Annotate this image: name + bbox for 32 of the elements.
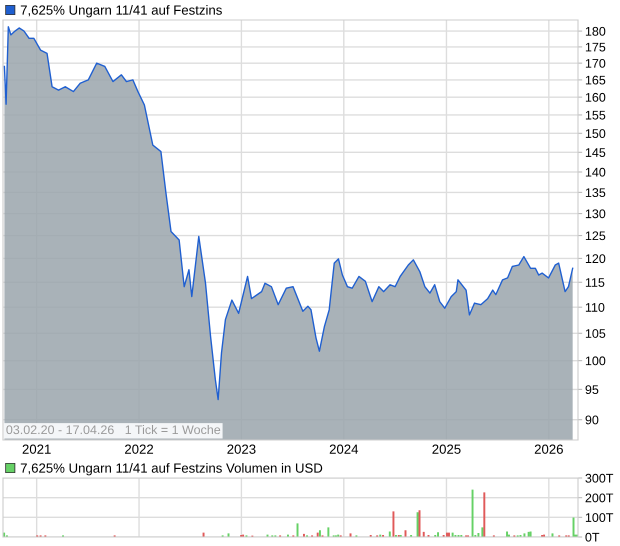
x-tick-label: 2025 (432, 444, 461, 454)
y-tick-label: 145 (586, 148, 606, 157)
annotation: 03.02.20 - 17.04.26 1 Tick = 1 Woche (6, 424, 220, 434)
y-tick-label: 125 (586, 231, 606, 240)
y-tick-label: 130 (586, 209, 606, 218)
legend-label: 7,625% Ungarn 11/41 auf Festzins (20, 5, 222, 18)
y-tick-label: 115 (586, 278, 604, 287)
y-tick-label: 0T (585, 532, 600, 542)
y-tick-label: 165 (586, 76, 606, 85)
legend-label: 7,625% Ungarn 11/41 auf Festzins Volumen in USD (20, 463, 322, 476)
y-tick-label: 140 (586, 168, 606, 177)
x-tick-label: 2022 (125, 444, 154, 454)
x-tick-label: 2021 (22, 444, 51, 454)
x-tick-label: 2023 (227, 444, 256, 454)
y-tick-label: 160 (586, 92, 606, 102)
y-tick-label: 90 (586, 416, 598, 424)
y-tick-label: 170 (586, 58, 606, 68)
y-tick-label: 95 (586, 385, 598, 394)
y-tick-label: 300T (585, 474, 614, 483)
y-tick-label: 180 (586, 26, 606, 36)
y-tick-label: 110 (586, 303, 604, 312)
y-tick-label: 155 (586, 110, 606, 120)
x-tick-label: 2024 (330, 444, 358, 454)
x-tick-label: 2026 (534, 444, 563, 454)
y-tick-label: 135 (586, 188, 606, 198)
y-tick-label: 200T (586, 493, 614, 502)
y-tick-label: 150 (586, 129, 606, 138)
y-tick-label: 100T (586, 513, 614, 522)
y-tick-label: 105 (586, 329, 606, 338)
y-tick-label: 100 (586, 356, 606, 366)
y-tick-label: 175 (586, 42, 606, 52)
y-tick-label: 120 (586, 254, 606, 264)
